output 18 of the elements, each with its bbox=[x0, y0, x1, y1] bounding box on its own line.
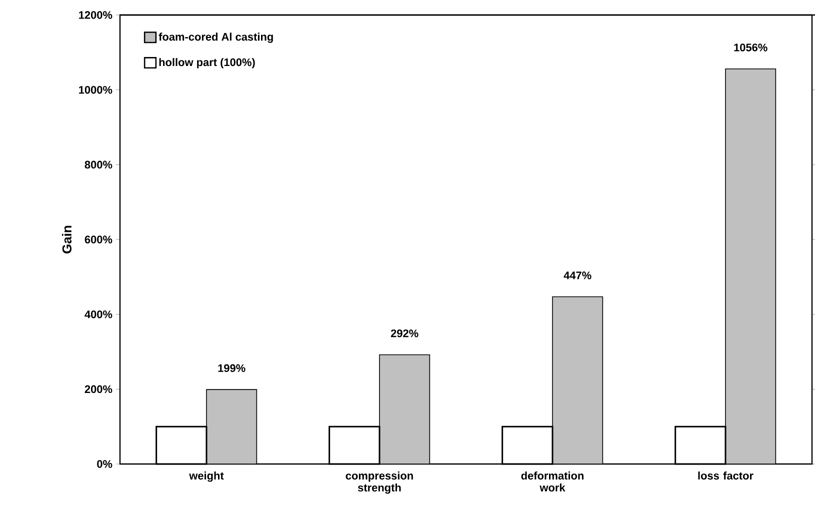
y-tick-label: 1000% bbox=[79, 86, 112, 94]
data-label: 292% bbox=[390, 329, 418, 338]
data-label: 1056% bbox=[734, 44, 768, 52]
y-tick-label: 600% bbox=[84, 236, 112, 244]
y-tick-label: 200% bbox=[84, 385, 112, 394]
x-tick-label: deformation work bbox=[521, 472, 584, 492]
legend-label: foam-cored Al casting bbox=[158, 32, 273, 43]
x-tick-label: weight bbox=[189, 472, 224, 482]
x-tick-label: compression strength bbox=[346, 472, 413, 494]
y-axis-title: Gain bbox=[62, 226, 72, 254]
data-label: 199% bbox=[218, 364, 246, 372]
y-tick-label: 800% bbox=[84, 160, 112, 169]
y-tick-label: 0% bbox=[97, 460, 112, 468]
x-tick-label: loss factor bbox=[698, 472, 754, 480]
legend-label: hollow part (100%) bbox=[159, 58, 255, 68]
y-tick-label: 400% bbox=[84, 310, 112, 318]
data-label: 447% bbox=[564, 272, 592, 280]
y-tick-label: 1200% bbox=[79, 11, 112, 19]
